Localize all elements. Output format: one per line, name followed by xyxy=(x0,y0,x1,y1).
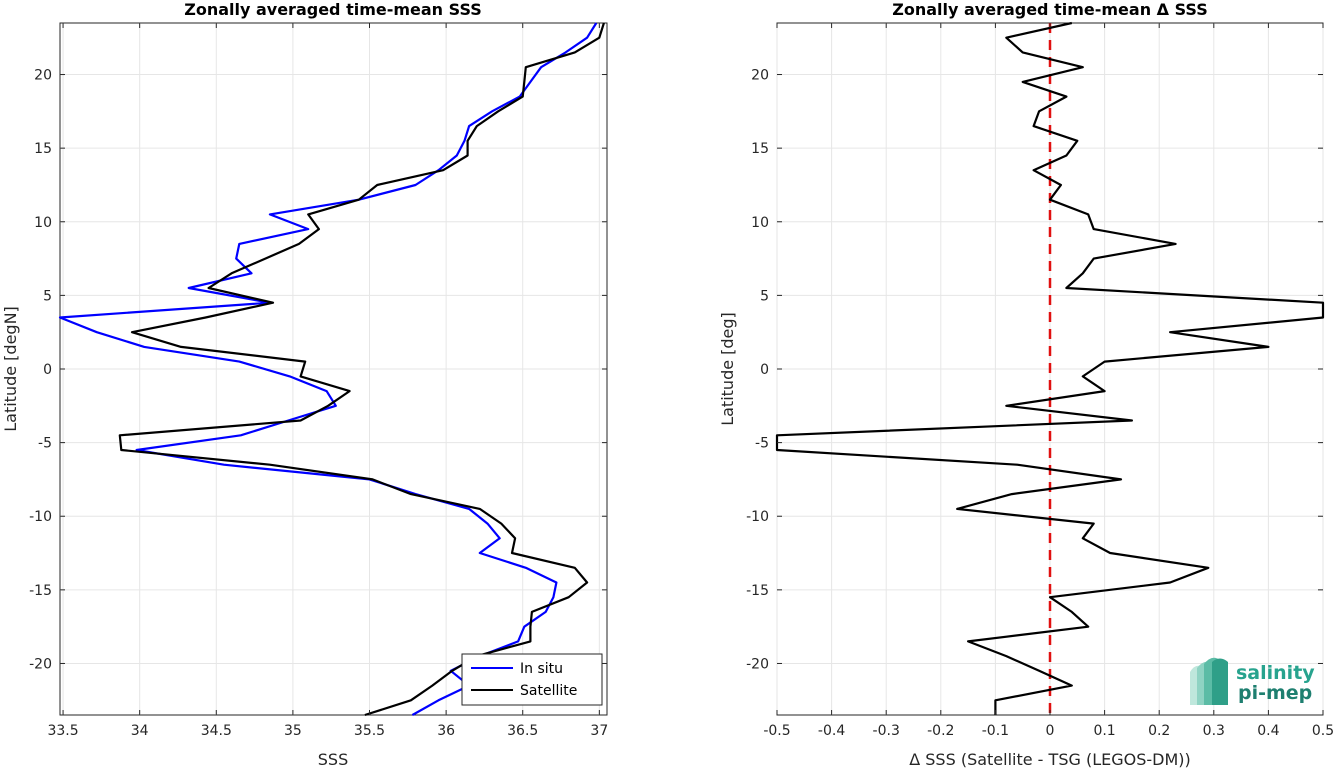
left-y-tick-label: 15 xyxy=(34,141,52,157)
right-x-tick-label: 0 xyxy=(1046,723,1055,739)
right-chart-title: Zonally averaged time-mean Δ SSS xyxy=(892,0,1208,19)
left-y-tick-label: -10 xyxy=(29,509,52,525)
left-panel: 33.5 34 34.5 35 35.5 36 36.5 37 -20 -15 -10 -5 0 5 10 1… xyxy=(1,0,608,769)
right-y-tick-label: 10 xyxy=(751,215,769,231)
left-x-tick-label: 35.5 xyxy=(354,723,385,739)
logo-line-2: pi-mep xyxy=(1238,682,1312,704)
right-ticks: -0.5 -0.4 -0.3 -0.2 -0.1 0 0.1 0.2 0.3 0.4 0.5 -20 -… xyxy=(746,23,1334,739)
right-y-axis-label: Latitude [deg] xyxy=(718,312,737,426)
left-x-tick-label: 34.5 xyxy=(201,723,232,739)
left-series-line-satellite xyxy=(118,22,605,717)
right-y-tick-label: -10 xyxy=(746,509,769,525)
right-x-tick-label: -0.5 xyxy=(763,723,790,739)
right-x-tick-label: -0.1 xyxy=(982,723,1009,739)
right-x-tick-label: 0.5 xyxy=(1312,723,1334,739)
right-x-tick-label: -0.4 xyxy=(818,723,845,739)
legend-label-satellite: Satellite xyxy=(520,683,577,699)
right-y-tick-label: 15 xyxy=(751,141,769,157)
right-y-tick-label: 5 xyxy=(760,288,769,304)
right-y-tick-label: 0 xyxy=(760,362,769,378)
left-x-tick-label: 33.5 xyxy=(47,723,78,739)
right-x-tick-label: 0.2 xyxy=(1148,723,1170,739)
left-grid xyxy=(60,23,607,715)
left-chart-title: Zonally averaged time-mean SSS xyxy=(184,0,482,19)
salinity-pi-mep-logo: salinity pi-mep xyxy=(1190,657,1315,705)
legend: In situ Satellite xyxy=(461,653,603,706)
left-x-tick-label: 37 xyxy=(590,723,608,739)
left-x-tick-label: 34 xyxy=(131,723,149,739)
left-series-line-in-situ xyxy=(58,22,598,716)
right-x-tick-label: -0.3 xyxy=(873,723,900,739)
left-y-tick-label: -15 xyxy=(29,583,52,599)
left-ticks: 33.5 34 34.5 35 35.5 36 36.5 37 -20 -15 -10 -5 0 5 10 1… xyxy=(29,23,608,739)
right-x-axis-label: Δ SSS (Satellite - TSG (LEGOS-DM)) xyxy=(909,750,1191,769)
left-y-tick-label: -5 xyxy=(38,436,52,452)
right-series-line-delta-sss xyxy=(775,21,1325,715)
left-series-group xyxy=(58,22,605,717)
right-y-tick-label: 20 xyxy=(751,68,769,84)
left-y-tick-label: 10 xyxy=(34,215,52,231)
left-y-tick-label: -20 xyxy=(29,656,52,672)
left-x-tick-label: 36.5 xyxy=(507,723,538,739)
right-panel: -0.5 -0.4 -0.3 -0.2 -0.1 0 0.1 0.2 0.3 0.4 0.5 -20 -… xyxy=(718,0,1334,769)
left-x-axis-label: SSS xyxy=(318,750,348,769)
left-x-tick-label: 36 xyxy=(437,723,455,739)
left-y-tick-label: 0 xyxy=(43,362,52,378)
right-y-tick-label: -20 xyxy=(746,656,769,672)
right-x-tick-label: -0.2 xyxy=(927,723,954,739)
right-x-tick-label: 0.1 xyxy=(1093,723,1115,739)
left-y-axis-label: Latitude [degN] xyxy=(1,306,20,432)
right-x-tick-label: 0.3 xyxy=(1203,723,1225,739)
legend-label-in-situ: In situ xyxy=(520,661,563,677)
right-y-tick-label: -5 xyxy=(755,436,769,452)
legend-box xyxy=(461,653,603,706)
right-series-group xyxy=(775,21,1325,715)
left-x-tick-label: 35 xyxy=(284,723,302,739)
left-y-tick-label: 20 xyxy=(34,68,52,84)
logo-waves-icon xyxy=(1190,657,1228,705)
right-y-tick-label: -15 xyxy=(746,583,769,599)
left-y-tick-label: 5 xyxy=(43,288,52,304)
right-x-tick-label: 0.4 xyxy=(1257,723,1279,739)
right-grid xyxy=(776,23,1324,715)
logo-line-1: salinity xyxy=(1236,662,1315,684)
